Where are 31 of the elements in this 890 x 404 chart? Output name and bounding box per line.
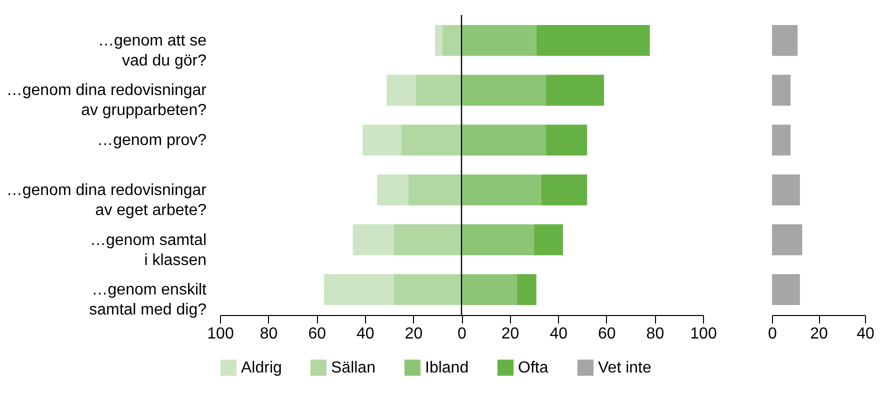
y-tick-label: …genom dina redovisningar av grupparbeten? bbox=[6, 82, 208, 120]
legend-label: Sällan bbox=[331, 360, 376, 377]
x-tick-label: 60 bbox=[308, 326, 326, 342]
x-tick-label: 40 bbox=[550, 326, 568, 342]
bar bbox=[772, 124, 791, 156]
x-tick-label: 40 bbox=[856, 326, 874, 342]
x-tick-label: 40 bbox=[356, 326, 374, 342]
x-tick-label: 60 bbox=[598, 326, 616, 342]
legend-label: Aldrig bbox=[241, 360, 282, 377]
y-tick-label: …genom enskilt samtal med dig? bbox=[89, 282, 208, 319]
legend-label: Ibland bbox=[425, 360, 469, 377]
x-tick-label: 0 bbox=[768, 326, 778, 342]
x-tick-label: 80 bbox=[646, 326, 664, 342]
x-tick-label: 80 bbox=[260, 326, 278, 342]
legend-label: Ofta bbox=[518, 360, 548, 377]
bar bbox=[772, 74, 791, 106]
y-tick-label: …genom att se vad du gör? bbox=[98, 32, 207, 70]
y-tick-label: …genom samtal i klassen bbox=[90, 232, 206, 269]
bar bbox=[772, 174, 800, 206]
x-tick-label: 20 bbox=[404, 326, 423, 342]
legend-label: Vet inte bbox=[598, 360, 652, 377]
x-tick-label: 20 bbox=[810, 326, 828, 342]
x-tick-label: 100 bbox=[690, 326, 717, 342]
bar bbox=[772, 24, 798, 56]
x-tick-label: 0 bbox=[458, 326, 467, 342]
x-tick-label: 100 bbox=[207, 326, 234, 342]
bar bbox=[772, 224, 802, 256]
y-tick-label: …genom dina redovisningar av eget arbete? bbox=[6, 182, 208, 219]
y-tick-label: …genom prov? bbox=[97, 132, 207, 150]
x-tick-label: 20 bbox=[501, 326, 520, 342]
bar bbox=[772, 274, 800, 306]
